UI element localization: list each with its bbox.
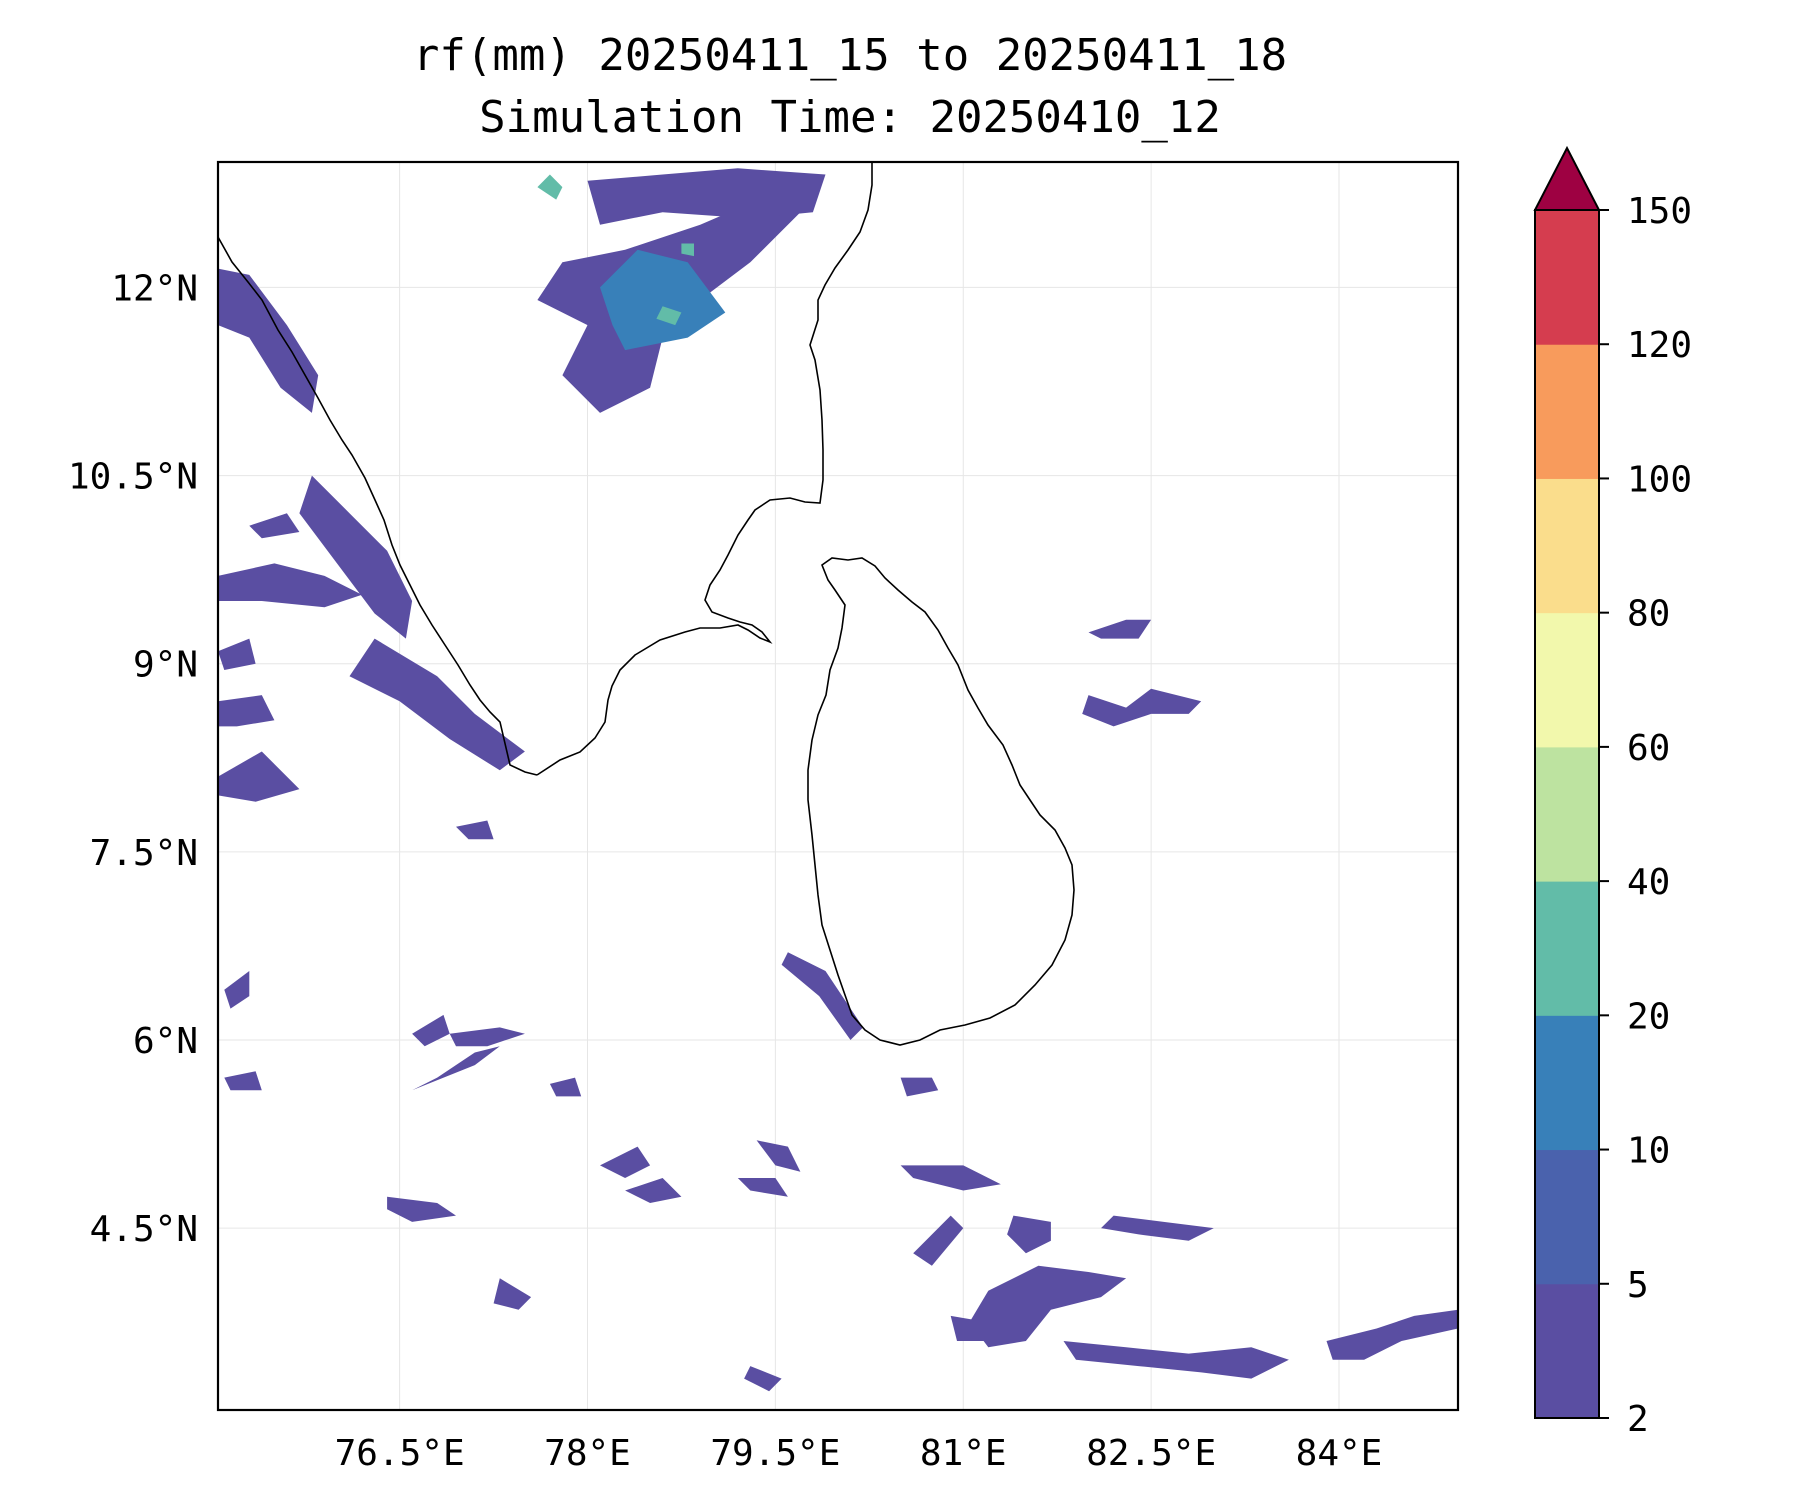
rain-cell-mid-sea-3 <box>412 1014 450 1047</box>
rain-cell-tn-north-medium <box>600 249 726 351</box>
colorbar-segment <box>1535 478 1599 614</box>
rain-cell-mid-sea-16 <box>950 1315 995 1341</box>
rain-cell-kerala-strip-2 <box>299 475 413 639</box>
rain-cell-tn-north-core-20 <box>656 306 682 326</box>
rain-cell-south-bay-4 <box>1101 1215 1214 1241</box>
colorbar-segment <box>1535 210 1599 345</box>
rain-cell-arabian-cells-5 <box>218 638 256 670</box>
colorbar-tick-label: 20 <box>1627 996 1670 1037</box>
colorbar-segment <box>1535 746 1599 882</box>
rain-cell-tn-north-cyan-top <box>537 174 563 200</box>
lat-tick-label: 7.5°N <box>90 833 198 874</box>
rain-cell-arabian-cells-2 <box>218 695 275 727</box>
rain-cell-mid-sea-10 <box>456 820 494 840</box>
colorbar-extend-arrow <box>1533 145 1601 211</box>
lon-tick-label: 76.5°E <box>335 1433 465 1474</box>
rain-cell-mid-sea-5 <box>625 1178 682 1203</box>
rain-cell-mid-sea-7 <box>756 1140 801 1172</box>
rain-cell-mid-sea-8 <box>737 1178 788 1197</box>
rain-cell-south-bay-1 <box>969 1265 1127 1348</box>
lon-tick-label: 81°E <box>920 1433 1007 1474</box>
map-frame <box>216 160 1460 1412</box>
rain-cell-mid-sea-14 <box>900 1077 939 1097</box>
colorbar-tick-label: 10 <box>1627 1131 1670 1172</box>
lat-tick-label: 4.5°N <box>90 1209 198 1250</box>
lat-tick-label: 10.5°N <box>68 457 198 498</box>
rain-cell-sw-srilanka-1 <box>781 952 864 1040</box>
rain-cell-srilanka-east-1 <box>1088 619 1152 639</box>
rain-cell-mid-sea-13 <box>549 1077 582 1097</box>
colorbar-tick-label: 40 <box>1627 862 1670 903</box>
colorbar-tick-label: 60 <box>1627 728 1670 769</box>
colorbar-segment <box>1535 1283 1599 1419</box>
rain-cell-south-bay-3 <box>1326 1309 1458 1360</box>
lon-tick-label: 82.5°E <box>1086 1433 1216 1474</box>
rain-cell-mid-sea-15 <box>744 1366 782 1392</box>
rain-cell-arabian-cells-4 <box>249 513 300 539</box>
colorbar-tick-label: 150 <box>1627 191 1692 232</box>
rain-cell-arabian-cells-1 <box>218 563 362 608</box>
colorbar: 2 5 10 20 40 60 80 100 120 150 <box>1533 145 1692 1440</box>
lat-tick-label: 6°N <box>133 1021 198 1062</box>
rain-cell-mid-sea-9 <box>493 1278 532 1310</box>
colorbar-frame <box>1534 209 1600 1419</box>
gridlines <box>218 162 1458 1410</box>
rain-cell-mid-sea-2 <box>449 1027 525 1047</box>
india-east-coastline <box>536 162 873 776</box>
rain-cell-mid-sea-6 <box>600 1146 651 1178</box>
lon-tick-label: 84°E <box>1296 1433 1383 1474</box>
rain-cell-tn-north-core-20b <box>681 243 694 257</box>
lat-tick-label: 9°N <box>133 645 198 686</box>
colorbar-segment <box>1535 1149 1599 1285</box>
longitude-axis: 76.5°E 78°E 79.5°E 81°E 82.5°E 84°E <box>335 1433 1383 1474</box>
rain-cell-mid-sea-12 <box>224 1071 262 1091</box>
rain-cell-south-bay-2 <box>1063 1341 1289 1379</box>
rain-cell-mid-sea-11 <box>224 971 250 1009</box>
rain-cell-srilanka-east-2 <box>1082 688 1202 727</box>
rain-cell-south-bay-5 <box>900 1165 1001 1191</box>
coastlines <box>218 162 1075 1046</box>
colorbar-segment <box>1535 881 1599 1016</box>
colorbar-tick-label: 2 <box>1627 1399 1649 1440</box>
colorbar-segment <box>1535 1015 1599 1151</box>
rainfall-contours <box>218 168 1458 1392</box>
colorbar-tick-label: 100 <box>1627 459 1692 500</box>
sri-lanka-coastline <box>807 557 1075 1046</box>
rain-cell-mid-sea-1 <box>412 1046 500 1091</box>
colorbar-tick-label: 5 <box>1627 1265 1649 1306</box>
rain-cell-south-bay-7 <box>1007 1215 1051 1254</box>
figure-title: rf(mm) 20250411_15 to 20250411_18 <box>412 30 1288 81</box>
colorbar-segment <box>1535 612 1599 748</box>
colorbar-tick-label: 120 <box>1627 325 1692 366</box>
lat-tick-label: 12°N <box>111 268 198 309</box>
rain-cell-arabian-cells-3 <box>218 751 300 802</box>
rain-cell-kerala-strip-3 <box>349 638 525 771</box>
figure-subtitle: Simulation Time: 20250410_12 <box>479 92 1221 143</box>
rain-cell-kerala-strip-1 <box>218 268 319 413</box>
latitude-axis: 12°N 10.5°N 9°N 7.5°N 6°N 4.5°N <box>68 268 198 1250</box>
rain-cell-south-bay-6 <box>913 1215 964 1266</box>
rain-cell-mid-sea-4 <box>387 1196 456 1222</box>
rain-cell-tn-north-top <box>587 168 826 225</box>
colorbar-segment <box>1535 344 1599 479</box>
lon-tick-label: 78°E <box>544 1433 631 1474</box>
colorbar-tick-label: 80 <box>1627 594 1670 635</box>
lon-tick-label: 79.5°E <box>710 1433 840 1474</box>
india-west-coastline <box>218 236 538 776</box>
